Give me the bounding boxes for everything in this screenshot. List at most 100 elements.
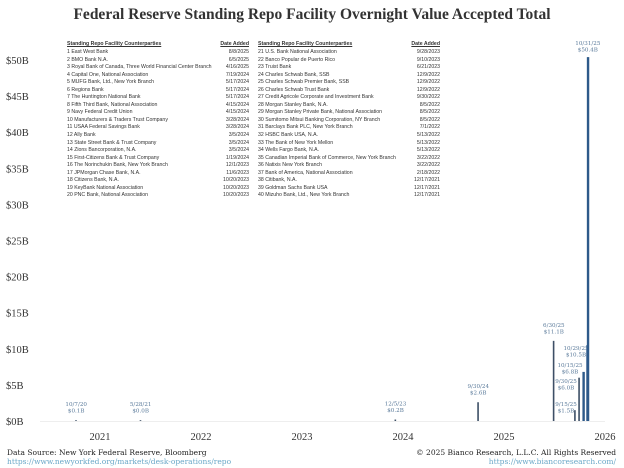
table-row: 19 KeyBank National Association 10/20/202… xyxy=(67,185,249,193)
date-added: 11/6/2023 xyxy=(226,169,249,176)
y-tick-label: $45B xyxy=(6,92,29,103)
table-row: 24 Charles Schwab Bank, SSB 12/9/2022 xyxy=(258,72,440,80)
table-header-date: Date Added xyxy=(411,41,440,47)
counterparty-name: 18 Citizens Bank, N.A. xyxy=(67,177,119,184)
counterparty-name: 11 USAA Federal Savings Bank xyxy=(67,124,140,131)
data-label-date: 10/31/25 xyxy=(575,41,601,47)
counterparty-table-right: Standing Repo Facility Counterparties Dat… xyxy=(258,41,440,200)
date-added: 10/20/2023 xyxy=(223,177,249,184)
table-row: 36 Natixis New York Branch 3/22/2022 xyxy=(258,162,440,170)
counterparty-name: 14 Zions Bancorporation, N.A. xyxy=(67,147,137,154)
y-tick-label: $25B xyxy=(6,237,29,248)
y-tick-label: $35B xyxy=(6,164,29,175)
counterparty-table-left: Standing Repo Facility Counterparties Dat… xyxy=(67,41,249,200)
date-added: 5/13/2022 xyxy=(416,132,440,139)
date-added: 3/22/2022 xyxy=(416,162,440,169)
table-row: 7 The Huntington National Bank 5/17/2024 xyxy=(67,94,249,102)
table-row: 18 Citizens Bank, N.A. 10/20/2023 xyxy=(67,177,249,185)
table-row: 1 East West Bank 8/8/2025 xyxy=(67,49,249,57)
table-row: 33 The Bank of New York Mellon 5/13/2022 xyxy=(258,140,440,148)
table-row: 31 Barclays Bank PLC, New York Branch 7/1… xyxy=(258,124,440,132)
counterparty-name: 10 Manufacturers & Traders Trust Company xyxy=(67,116,168,123)
bar xyxy=(75,420,77,421)
table-row: 16 The Norinchukin Bank, New York Branch… xyxy=(67,162,249,170)
counterparty-name: 8 Fifth Third Bank, National Association xyxy=(67,101,158,108)
date-added: 3/28/2024 xyxy=(225,124,249,131)
date-added: 4/15/2024 xyxy=(225,101,249,108)
table-row: 25 Charles Schwab Premier Bank, SSB 12/9/… xyxy=(258,79,440,87)
counterparty-name: 35 Canadian Imperial Bank of Commerce, N… xyxy=(258,154,396,161)
x-tick-label: 2026 xyxy=(595,432,616,443)
counterparty-name: 30 Sumitomo Mitsui Banking Corporation, … xyxy=(258,116,381,123)
data-label-date: 10/29/25 xyxy=(563,346,589,352)
table-row: 26 Charles Schwab Trust Bank 12/9/2022 xyxy=(258,87,440,95)
table-row: 23 Truist Bank 6/21/2023 xyxy=(258,64,440,72)
counterparty-name: 24 Charles Schwab Bank, SSB xyxy=(258,71,330,78)
x-tick-label: 2022 xyxy=(191,432,212,443)
date-added: 5/17/2024 xyxy=(225,94,249,101)
date-added: 2/18/2022 xyxy=(416,169,440,176)
counterparty-name: 15 First-Citizens Bank & Trust Company xyxy=(67,154,160,161)
counterparty-name: 17 JPMorgan Chase Bank, N.A. xyxy=(67,169,141,176)
table-header-name: Standing Repo Facility Counterparties xyxy=(258,41,353,47)
counterparty-name: 4 Capital One, National Association xyxy=(67,71,149,78)
table-row: 4 Capital One, National Association 7/19/… xyxy=(67,72,249,80)
date-added: 6/21/2023 xyxy=(416,64,440,71)
table-row: 30 Sumitomo Mitsui Banking Corporation, … xyxy=(258,117,440,125)
y-tick-label: $0B xyxy=(6,417,24,428)
counterparty-name: 31 Barclays Bank PLC, New York Branch xyxy=(258,124,353,131)
date-added: 5/17/2024 xyxy=(225,79,249,86)
date-added: 9/28/2023 xyxy=(416,49,440,55)
date-added: 12/17/2021 xyxy=(414,184,440,191)
counterparty-name: 34 Wells Fargo Bank, N.A. xyxy=(258,147,320,154)
counterparty-name: 3 Royal Bank of Canada, Three World Fina… xyxy=(67,64,212,71)
table-row: 10 Manufacturers & Traders Trust Company… xyxy=(67,117,249,125)
data-label-date: 10/7/20 xyxy=(65,402,87,408)
data-source-link[interactable]: https://www.newyorkfed.org/markets/desk-… xyxy=(7,457,232,466)
table-row: 22 Banco Popular de Puerto Rico 9/10/2023 xyxy=(258,57,440,65)
bar xyxy=(578,377,580,421)
data-label-value: $0.1B xyxy=(68,409,85,415)
table-row: 40 Mizuho Bank, Ltd., New York Branch 12/… xyxy=(258,192,440,200)
data-label-date: 9/30/24 xyxy=(467,384,489,390)
counterparty-name: 16 The Norinchukin Bank, New York Branch xyxy=(67,162,168,169)
table-row: 27 Credit Agricole Corporate and Investm… xyxy=(258,94,440,102)
data-label-value: $6.0B xyxy=(558,386,575,392)
chart-title: Federal Reserve Standing Repo Facility O… xyxy=(73,6,551,23)
table-row: 37 Bank of America, National Association… xyxy=(258,170,440,178)
y-tick-label: $20B xyxy=(6,273,29,284)
table-row: 17 JPMorgan Chase Bank, N.A. 11/6/2023 xyxy=(67,170,249,178)
data-label-value: $0.2B xyxy=(387,408,404,414)
date-added: 8/5/2022 xyxy=(419,109,440,116)
bar xyxy=(139,420,142,421)
counterparty-name: 27 Credit Agricole Corporate and Investm… xyxy=(258,94,374,101)
date-added: 7/19/2024 xyxy=(225,71,249,78)
date-added: 9/10/2023 xyxy=(416,56,440,63)
counterparty-name: 33 The Bank of New York Mellon xyxy=(258,139,334,146)
table-row: 6 Regions Bank 5/17/2024 xyxy=(67,87,249,95)
counterparty-name: 7 The Huntington National Bank xyxy=(67,94,141,101)
counterparty-name: 37 Bank of America, National Association xyxy=(258,169,353,176)
copyright-link[interactable]: https://www.biancoresearch.com/ xyxy=(488,457,616,466)
bar xyxy=(574,410,576,421)
date-added: 3/28/2024 xyxy=(225,116,249,123)
x-tick-label: 2025 xyxy=(494,432,515,443)
bar xyxy=(394,419,397,421)
counterparty-name: 29 Morgan Stanley Private Bank, National… xyxy=(258,109,382,116)
table-row: 8 Fifth Third Bank, National Association… xyxy=(67,102,249,110)
date-added: 5/13/2022 xyxy=(416,147,440,154)
table-row: 9 Navy Federal Credit Union 4/15/2024 xyxy=(67,109,249,117)
date-added: 10/20/2023 xyxy=(223,192,249,199)
counterparty-name: 28 Morgan Stanley Bank, N.A. xyxy=(258,101,328,108)
date-added: 12/1/2023 xyxy=(225,162,249,169)
counterparty-name: 13 State Street Bank & Trust Company xyxy=(67,139,157,146)
bar xyxy=(582,371,585,421)
date-added: 1/19/2024 xyxy=(225,154,249,161)
date-added: 5/13/2022 xyxy=(416,139,440,146)
date-added: 8/5/2022 xyxy=(419,101,440,108)
data-label-value: $11.1B xyxy=(544,329,564,335)
bar xyxy=(477,402,479,421)
counterparty-name: 40 Mizuho Bank, Ltd., New York Branch xyxy=(258,192,350,199)
table-header-name: Standing Repo Facility Counterparties xyxy=(67,41,162,47)
